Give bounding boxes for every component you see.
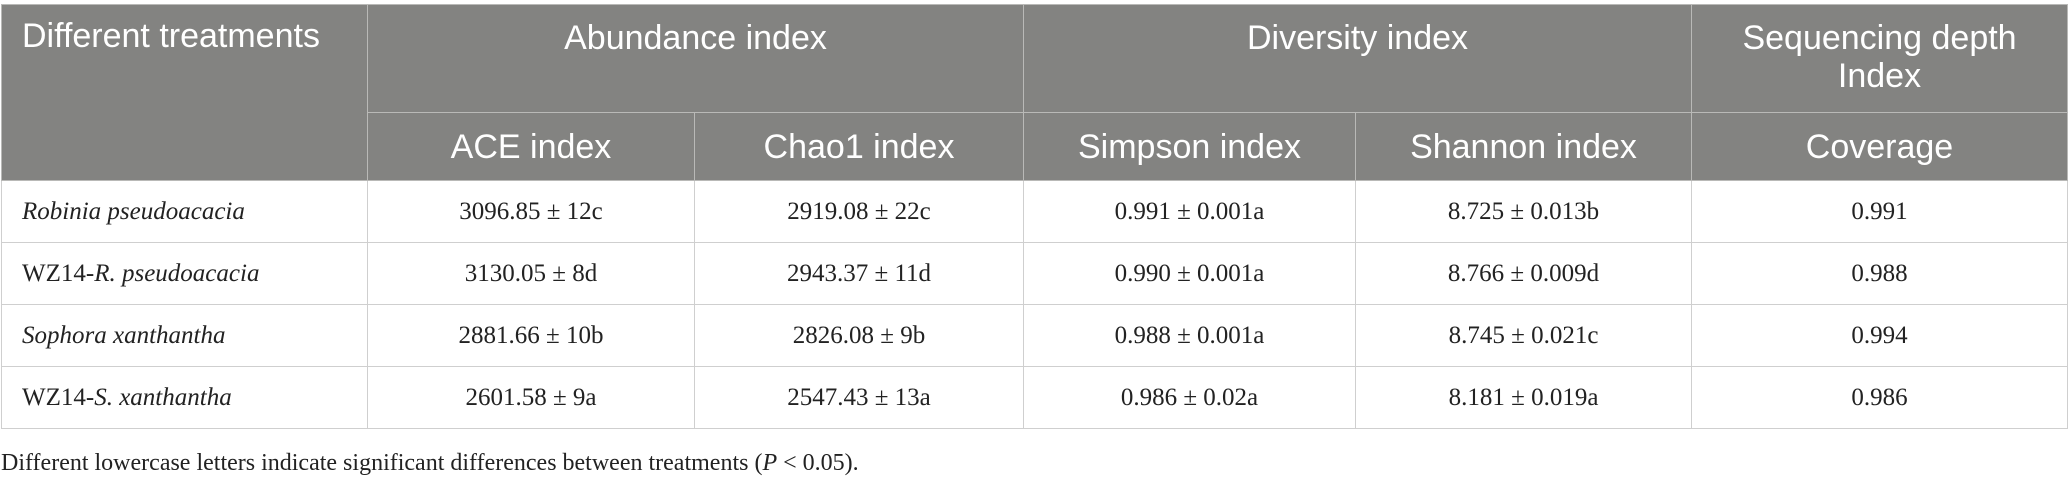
shannon-value: 8.766 ± 0.009d (1354, 242, 1693, 305)
chao1-value: 2826.08 ± 9b (694, 304, 1024, 367)
header-sequencing-depth-index: Sequencing depth Index (1691, 4, 2068, 113)
treatment-name: WZ14-R. pseudoacacia (1, 242, 368, 305)
treatment-prefix: WZ14- (22, 259, 95, 287)
table-header: Different treatments Abundance index Div… (1, 4, 2068, 181)
ace-value: 2601.58 ± 9a (367, 366, 695, 429)
table-row: WZ14-S. xanthantha 2601.58 ± 9a 2547.43 … (1, 366, 2068, 429)
table-footnote: Different lowercase letters indicate sig… (1, 450, 859, 477)
simpson-value: 0.988 ± 0.001a (1023, 304, 1356, 367)
header-simpson-index: Simpson index (1023, 112, 1356, 181)
ace-value: 3130.05 ± 8d (367, 242, 695, 305)
header-diversity-index: Diversity index (1022, 4, 1693, 113)
treatment-prefix: WZ14- (22, 383, 95, 411)
treatment-name: Sophora xanthantha (1, 304, 368, 367)
chao1-value: 2919.08 ± 22c (694, 180, 1024, 243)
coverage-value: 0.986 (1691, 366, 2068, 429)
footnote-text: Different lowercase letters indicate sig… (1, 450, 763, 476)
simpson-value: 0.986 ± 0.02a (1023, 366, 1356, 429)
treatment-name: WZ14-S. xanthantha (1, 366, 368, 429)
footnote-threshold: < 0.05). (777, 450, 859, 476)
header-coverage: Coverage (1691, 112, 2068, 181)
shannon-value: 8.745 ± 0.021c (1354, 304, 1693, 367)
simpson-value: 0.991 ± 0.001a (1023, 180, 1356, 243)
table-row: WZ14-R. pseudoacacia 3130.05 ± 8d 2943.3… (1, 242, 2068, 305)
coverage-value: 0.988 (1691, 242, 2068, 305)
coverage-value: 0.994 (1691, 304, 2068, 367)
shannon-value: 8.725 ± 0.013b (1354, 180, 1693, 243)
results-table: Different treatments Abundance index Div… (1, 4, 2068, 429)
treatment-species: S. xanthantha (94, 383, 232, 411)
shannon-value: 8.181 ± 0.019a (1354, 366, 1693, 429)
table-body: Robinia pseudoacacia 3096.85 ± 12c 2919.… (1, 180, 2068, 429)
treatment-species: Robinia pseudoacacia (22, 197, 245, 225)
header-shannon-index: Shannon index (1354, 112, 1693, 181)
simpson-value: 0.990 ± 0.001a (1023, 242, 1356, 305)
footnote-p-symbol: P (762, 450, 778, 476)
table-row: Robinia pseudoacacia 3096.85 ± 12c 2919.… (1, 180, 2068, 243)
treatment-species: Sophora xanthantha (22, 321, 226, 349)
ace-value: 2881.66 ± 10b (367, 304, 695, 367)
coverage-value: 0.991 (1691, 180, 2068, 243)
header-abundance-index: Abundance index (367, 4, 1024, 113)
table-row: Sophora xanthantha 2881.66 ± 10b 2826.08… (1, 304, 2068, 367)
header-treatments: Different treatments (1, 4, 368, 181)
treatment-species: R. pseudoacacia (94, 259, 260, 287)
header-ace-index: ACE index (367, 112, 695, 181)
chao1-value: 2943.37 ± 11d (694, 242, 1024, 305)
treatment-name: Robinia pseudoacacia (1, 180, 368, 243)
chao1-value: 2547.43 ± 13a (694, 366, 1024, 429)
header-chao1-index: Chao1 index (694, 112, 1024, 181)
ace-value: 3096.85 ± 12c (367, 180, 695, 243)
